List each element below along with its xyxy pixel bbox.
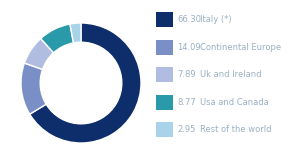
Text: Rest of the world: Rest of the world: [200, 125, 271, 134]
Wedge shape: [70, 23, 81, 43]
Text: Continental Europe: Continental Europe: [200, 43, 280, 52]
Wedge shape: [30, 23, 141, 143]
Text: 8.77: 8.77: [177, 98, 196, 107]
Text: 14.09: 14.09: [177, 43, 201, 52]
Text: 7.89: 7.89: [177, 70, 196, 79]
Text: Usa and Canada: Usa and Canada: [200, 98, 268, 107]
Wedge shape: [24, 39, 54, 69]
Text: 2.95: 2.95: [177, 125, 195, 134]
Text: 66.30: 66.30: [177, 15, 201, 24]
Text: Uk and Ireland: Uk and Ireland: [200, 70, 261, 79]
Wedge shape: [21, 63, 46, 114]
Wedge shape: [41, 24, 74, 53]
Text: Italy (*): Italy (*): [200, 15, 231, 24]
